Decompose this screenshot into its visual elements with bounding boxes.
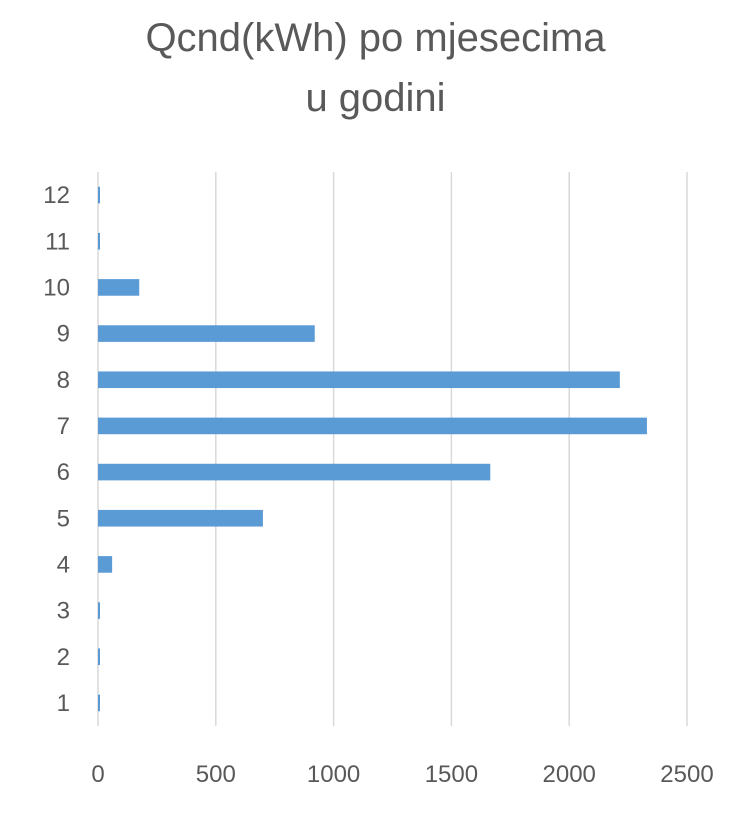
bar-12 xyxy=(98,186,100,204)
bar-5 xyxy=(98,509,263,527)
bar-9 xyxy=(98,325,315,342)
x-tick-label: 0 xyxy=(91,761,104,788)
bar-1 xyxy=(98,694,100,712)
x-tick-label: 1000 xyxy=(307,761,360,788)
y-tick-label: 2 xyxy=(57,644,70,671)
x-axis-labels: 0 500 1000 1500 2000 2500 xyxy=(91,761,713,788)
chart-title: Qcnd(kWh) po mjesecima u godini xyxy=(145,16,606,120)
x-tick-label: 1500 xyxy=(425,761,478,788)
y-tick-label: 11 xyxy=(45,228,70,255)
bar-7 xyxy=(98,417,647,435)
bar-2 xyxy=(98,648,100,666)
y-tick-label: 10 xyxy=(43,274,70,301)
x-tick-label: 500 xyxy=(196,761,236,788)
y-tick-label: 8 xyxy=(57,367,70,394)
bar-8 xyxy=(98,371,620,389)
y-tick-label: 12 xyxy=(43,182,70,209)
y-tick-label: 7 xyxy=(57,413,70,440)
bar-3 xyxy=(98,602,100,619)
y-tick-label: 3 xyxy=(57,598,70,625)
x-tick-label: 2500 xyxy=(660,761,713,788)
bars xyxy=(98,186,647,712)
bar-4 xyxy=(98,556,113,573)
bar-11 xyxy=(98,232,100,250)
y-tick-label: 6 xyxy=(57,459,70,486)
y-tick-label: 5 xyxy=(57,505,70,532)
bar-10 xyxy=(98,279,140,296)
gridlines xyxy=(97,172,688,726)
x-tick-label: 2000 xyxy=(543,761,596,788)
bar-6 xyxy=(98,463,491,481)
y-tick-label: 1 xyxy=(57,690,70,717)
y-tick-label: 9 xyxy=(57,321,70,348)
y-tick-label: 4 xyxy=(57,551,70,578)
